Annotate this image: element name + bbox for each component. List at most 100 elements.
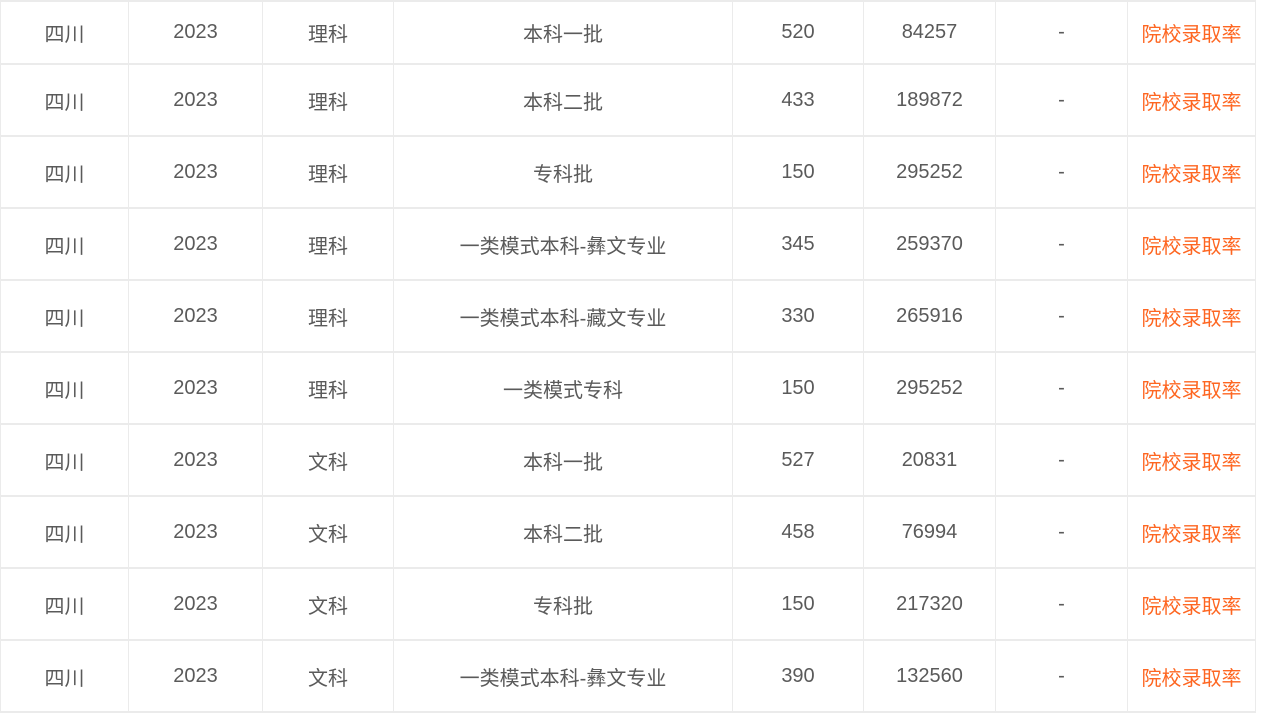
- table-row: 四川 2023 理科 本科二批 433 189872 - 院校录取率: [0, 63, 1256, 137]
- cell-batch: 专科批: [393, 135, 733, 209]
- cell-extra: -: [995, 423, 1128, 497]
- cell-action: 院校录取率: [1127, 63, 1256, 137]
- cell-batch: 一类模式本科-彝文专业: [393, 639, 733, 713]
- cell-year: 2023: [128, 423, 263, 497]
- table-row: 四川 2023 理科 本科一批 520 84257 - 院校录取率: [0, 0, 1256, 65]
- cell-province: 四川: [0, 279, 129, 353]
- cell-action: 院校录取率: [1127, 279, 1256, 353]
- cell-rank: 259370: [863, 207, 996, 281]
- cell-year: 2023: [128, 279, 263, 353]
- cell-year: 2023: [128, 495, 263, 569]
- cell-rank: 217320: [863, 567, 996, 641]
- cell-year: 2023: [128, 63, 263, 137]
- admission-rate-link[interactable]: 院校录取率: [1141, 595, 1242, 618]
- cell-score: 150: [732, 567, 864, 641]
- admission-rate-link[interactable]: 院校录取率: [1141, 667, 1242, 690]
- cell-year: 2023: [128, 567, 263, 641]
- cell-action: 院校录取率: [1127, 423, 1256, 497]
- table-row: 四川 2023 文科 一类模式本科-彝文专业 390 132560 - 院校录取…: [0, 639, 1256, 713]
- cell-action: 院校录取率: [1127, 639, 1256, 713]
- cell-extra: -: [995, 351, 1128, 425]
- cell-extra: -: [995, 0, 1128, 65]
- cell-province: 四川: [0, 63, 129, 137]
- cell-batch: 专科批: [393, 567, 733, 641]
- cell-province: 四川: [0, 0, 129, 65]
- cell-subject: 文科: [262, 639, 394, 713]
- cell-year: 2023: [128, 135, 263, 209]
- cell-rank: 84257: [863, 0, 996, 65]
- table-row: 四川 2023 文科 专科批 150 217320 - 院校录取率: [0, 567, 1256, 641]
- cell-subject: 文科: [262, 495, 394, 569]
- cell-score: 458: [732, 495, 864, 569]
- cell-action: 院校录取率: [1127, 351, 1256, 425]
- table-row: 四川 2023 文科 本科一批 527 20831 - 院校录取率: [0, 423, 1256, 497]
- cell-province: 四川: [0, 207, 129, 281]
- table-row: 四川 2023 理科 一类模式专科 150 295252 - 院校录取率: [0, 351, 1256, 425]
- admission-rate-link[interactable]: 院校录取率: [1141, 379, 1242, 402]
- cell-rank: 132560: [863, 639, 996, 713]
- cell-subject: 理科: [262, 207, 394, 281]
- cell-province: 四川: [0, 423, 129, 497]
- admission-rate-link[interactable]: 院校录取率: [1141, 91, 1242, 114]
- cell-year: 2023: [128, 639, 263, 713]
- admission-rate-link[interactable]: 院校录取率: [1141, 24, 1242, 46]
- cell-province: 四川: [0, 351, 129, 425]
- cell-batch: 本科二批: [393, 63, 733, 137]
- cell-extra: -: [995, 495, 1128, 569]
- admission-rate-link[interactable]: 院校录取率: [1141, 163, 1242, 186]
- cell-action: 院校录取率: [1127, 567, 1256, 641]
- cell-extra: -: [995, 567, 1128, 641]
- cell-action: 院校录取率: [1127, 495, 1256, 569]
- cell-province: 四川: [0, 567, 129, 641]
- cell-extra: -: [995, 639, 1128, 713]
- cell-extra: -: [995, 207, 1128, 281]
- cell-score: 330: [732, 279, 864, 353]
- admission-rate-link[interactable]: 院校录取率: [1141, 523, 1242, 546]
- cell-rank: 295252: [863, 135, 996, 209]
- cell-score: 150: [732, 135, 864, 209]
- table-row: 四川 2023 文科 本科二批 458 76994 - 院校录取率: [0, 495, 1256, 569]
- cell-extra: -: [995, 135, 1128, 209]
- cell-subject: 理科: [262, 63, 394, 137]
- cell-extra: -: [995, 279, 1128, 353]
- cell-extra: -: [995, 63, 1128, 137]
- cell-score: 527: [732, 423, 864, 497]
- cell-year: 2023: [128, 207, 263, 281]
- cell-score: 433: [732, 63, 864, 137]
- cell-subject: 理科: [262, 351, 394, 425]
- cell-batch: 一类模式本科-彝文专业: [393, 207, 733, 281]
- cell-action: 院校录取率: [1127, 135, 1256, 209]
- cell-score: 345: [732, 207, 864, 281]
- cell-subject: 文科: [262, 567, 394, 641]
- cell-action: 院校录取率: [1127, 207, 1256, 281]
- cell-batch: 一类模式本科-藏文专业: [393, 279, 733, 353]
- cell-rank: 265916: [863, 279, 996, 353]
- table-row: 四川 2023 理科 一类模式本科-藏文专业 330 265916 - 院校录取…: [0, 279, 1256, 353]
- cell-rank: 295252: [863, 351, 996, 425]
- cell-subject: 理科: [262, 135, 394, 209]
- cell-action: 院校录取率: [1127, 0, 1256, 65]
- cell-batch: 一类模式专科: [393, 351, 733, 425]
- cell-batch: 本科一批: [393, 423, 733, 497]
- table-row: 四川 2023 理科 专科批 150 295252 - 院校录取率: [0, 135, 1256, 209]
- cell-year: 2023: [128, 0, 263, 65]
- cell-rank: 189872: [863, 63, 996, 137]
- admission-rate-link[interactable]: 院校录取率: [1141, 307, 1242, 330]
- cell-province: 四川: [0, 135, 129, 209]
- cell-province: 四川: [0, 639, 129, 713]
- admission-rate-link[interactable]: 院校录取率: [1141, 235, 1242, 258]
- table-row: 四川 2023 理科 一类模式本科-彝文专业 345 259370 - 院校录取…: [0, 207, 1256, 281]
- cell-batch: 本科一批: [393, 0, 733, 65]
- cell-batch: 本科二批: [393, 495, 733, 569]
- cell-subject: 文科: [262, 423, 394, 497]
- cell-rank: 20831: [863, 423, 996, 497]
- admission-rate-link[interactable]: 院校录取率: [1141, 451, 1242, 474]
- cell-score: 150: [732, 351, 864, 425]
- cell-province: 四川: [0, 495, 129, 569]
- cell-year: 2023: [128, 351, 263, 425]
- cell-subject: 理科: [262, 0, 394, 65]
- cell-rank: 76994: [863, 495, 996, 569]
